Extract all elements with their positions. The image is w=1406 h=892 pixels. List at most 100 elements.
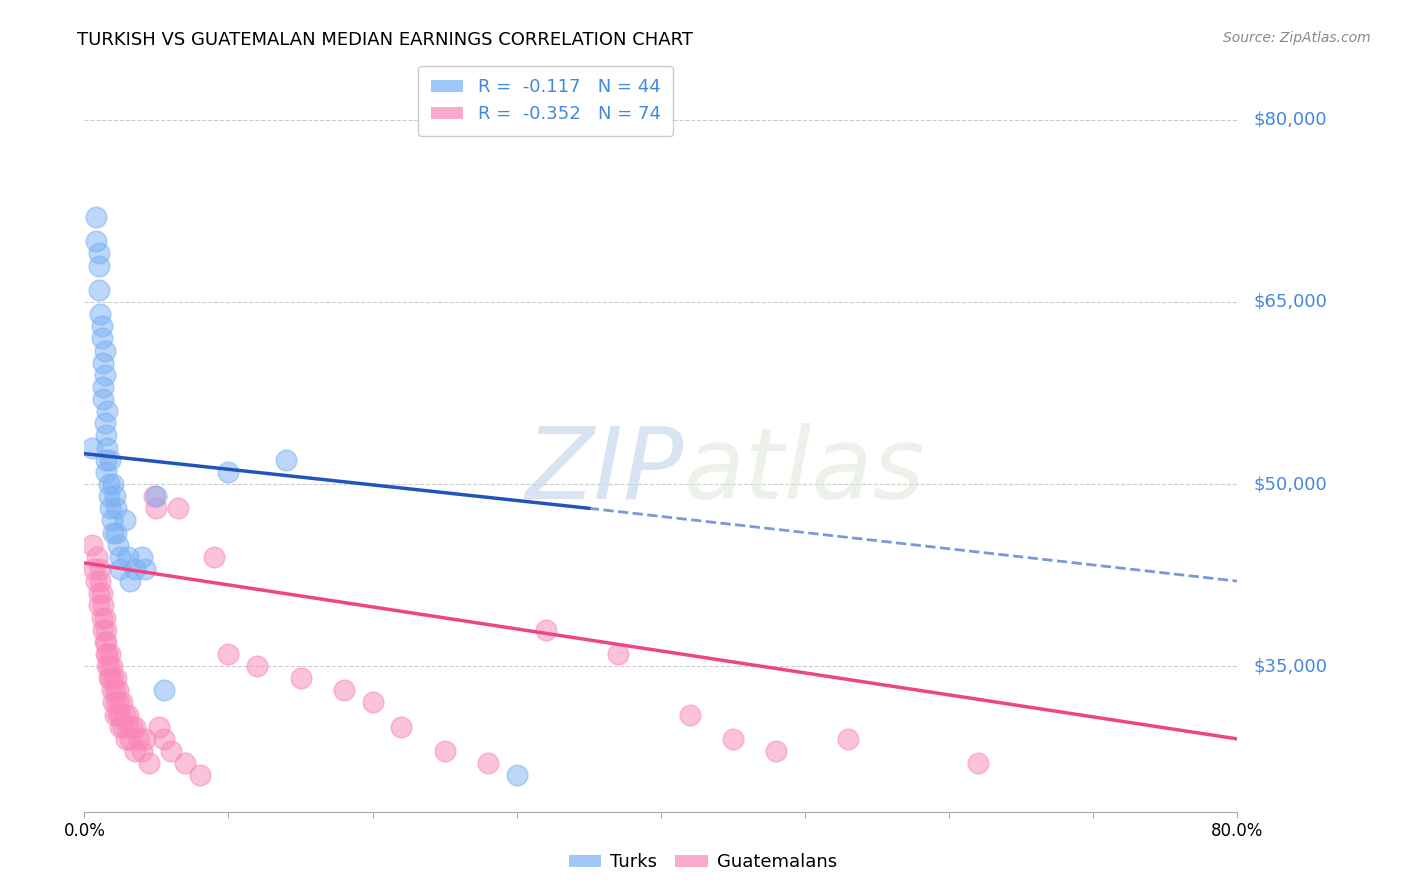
Text: $35,000: $35,000 bbox=[1254, 657, 1327, 675]
Point bbox=[104, 489, 127, 503]
Point bbox=[103, 671, 124, 685]
Point bbox=[93, 635, 115, 649]
Point bbox=[290, 671, 312, 685]
Point bbox=[117, 549, 139, 564]
Point bbox=[105, 696, 128, 710]
Point bbox=[96, 659, 118, 673]
Point bbox=[174, 756, 197, 771]
Point bbox=[606, 647, 628, 661]
Point bbox=[100, 513, 122, 527]
Point bbox=[679, 707, 702, 722]
Point bbox=[534, 623, 557, 637]
Text: ZIP: ZIP bbox=[526, 423, 683, 520]
Point bbox=[87, 283, 110, 297]
Point bbox=[134, 731, 156, 746]
Point bbox=[86, 549, 108, 564]
Point bbox=[97, 477, 120, 491]
Text: $50,000: $50,000 bbox=[1254, 475, 1327, 493]
Point bbox=[111, 696, 134, 710]
Point bbox=[138, 756, 160, 771]
Point bbox=[202, 549, 225, 564]
Point bbox=[110, 562, 132, 576]
Point bbox=[160, 744, 183, 758]
Point bbox=[94, 428, 117, 442]
Point bbox=[433, 744, 456, 758]
Point bbox=[105, 501, 128, 516]
Point bbox=[142, 489, 165, 503]
Point bbox=[110, 707, 132, 722]
Point bbox=[87, 259, 110, 273]
Point bbox=[167, 501, 190, 516]
Point bbox=[89, 307, 111, 321]
Point bbox=[128, 731, 150, 746]
Point bbox=[145, 501, 167, 516]
Point bbox=[98, 501, 121, 516]
Point bbox=[87, 599, 110, 613]
Point bbox=[96, 441, 118, 455]
Point bbox=[84, 234, 107, 248]
Point bbox=[112, 720, 135, 734]
Point bbox=[131, 549, 153, 564]
Point bbox=[246, 659, 269, 673]
Point bbox=[104, 707, 127, 722]
Point bbox=[120, 731, 142, 746]
Point bbox=[97, 659, 120, 673]
Point bbox=[114, 707, 136, 722]
Point bbox=[115, 731, 138, 746]
Point bbox=[105, 671, 128, 685]
Point bbox=[333, 683, 356, 698]
Point bbox=[84, 574, 107, 588]
Point bbox=[98, 452, 121, 467]
Point bbox=[103, 696, 124, 710]
Point bbox=[96, 404, 118, 418]
Point bbox=[124, 744, 146, 758]
Point bbox=[80, 538, 103, 552]
Point bbox=[107, 707, 129, 722]
Point bbox=[152, 731, 174, 746]
Point bbox=[218, 647, 240, 661]
Point bbox=[391, 720, 413, 734]
Point bbox=[103, 525, 124, 540]
Point bbox=[93, 417, 115, 431]
Point bbox=[90, 586, 112, 600]
Point bbox=[94, 635, 117, 649]
Point bbox=[96, 647, 118, 661]
Point bbox=[98, 647, 121, 661]
Point bbox=[131, 744, 153, 758]
Point bbox=[83, 562, 105, 576]
Point bbox=[114, 513, 136, 527]
Point bbox=[97, 671, 120, 685]
Point bbox=[91, 599, 114, 613]
Legend: R =  -0.117   N = 44, R =  -0.352   N = 74: R = -0.117 N = 44, R = -0.352 N = 74 bbox=[418, 66, 673, 136]
Point bbox=[94, 623, 117, 637]
Point bbox=[108, 696, 131, 710]
Point bbox=[148, 720, 170, 734]
Text: $80,000: $80,000 bbox=[1254, 111, 1327, 129]
Point bbox=[124, 720, 146, 734]
Point bbox=[765, 744, 787, 758]
Point bbox=[120, 574, 142, 588]
Point bbox=[107, 683, 129, 698]
Text: atlas: atlas bbox=[683, 423, 925, 520]
Point bbox=[967, 756, 990, 771]
Point bbox=[361, 696, 384, 710]
Point bbox=[506, 768, 529, 782]
Point bbox=[117, 707, 139, 722]
Legend: Turks, Guatemalans: Turks, Guatemalans bbox=[561, 847, 845, 879]
Point bbox=[91, 380, 114, 394]
Point bbox=[218, 465, 240, 479]
Point bbox=[152, 683, 174, 698]
Point bbox=[110, 720, 132, 734]
Point bbox=[93, 610, 115, 624]
Point bbox=[117, 720, 139, 734]
Point bbox=[121, 720, 143, 734]
Point bbox=[91, 623, 114, 637]
Point bbox=[188, 768, 211, 782]
Point bbox=[80, 441, 103, 455]
Point bbox=[93, 368, 115, 382]
Point bbox=[100, 659, 122, 673]
Point bbox=[93, 343, 115, 358]
Point bbox=[98, 671, 121, 685]
Point bbox=[94, 452, 117, 467]
Point bbox=[89, 574, 111, 588]
